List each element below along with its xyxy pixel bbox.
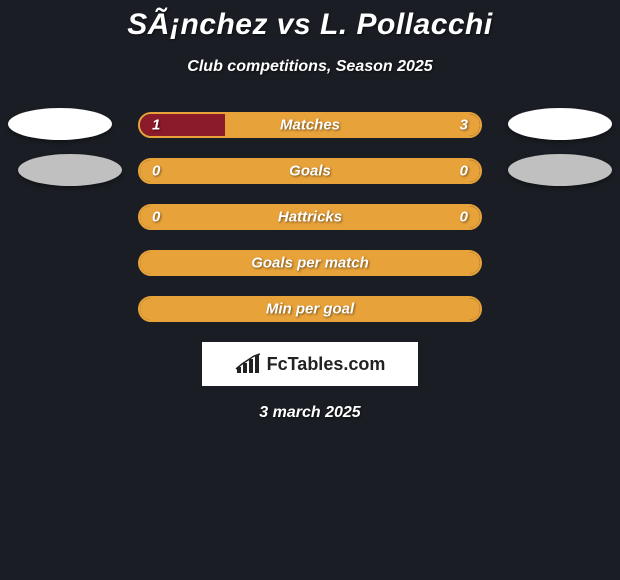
stat-name: Min per goal: [266, 301, 354, 318]
stat-row: Min per goal: [0, 296, 620, 322]
stat-row: 0 Hattricks 0: [0, 204, 620, 230]
stat-bar: 0 Hattricks 0: [138, 204, 482, 230]
stat-name: Goals: [289, 163, 331, 180]
bar-fill-player2: [225, 114, 480, 136]
fctables-logo: FcTables.com: [202, 342, 418, 386]
infographic-container: SÃ¡nchez vs L. Pollacchi Club competitio…: [0, 0, 620, 422]
stat-value-right: 3: [460, 117, 468, 134]
stat-name: Goals per match: [251, 255, 369, 272]
stat-value-right: 0: [460, 163, 468, 180]
stat-value-left: 0: [152, 163, 160, 180]
stat-value-left: 1: [152, 117, 160, 134]
stat-bar: Min per goal: [138, 296, 482, 322]
stat-name: Matches: [280, 117, 340, 134]
logo-text: FcTables.com: [267, 354, 386, 375]
stat-row: Goals per match: [0, 250, 620, 276]
stat-row: 1 Matches 3: [0, 112, 620, 138]
stat-row: 0 Goals 0: [0, 158, 620, 184]
stat-bar: Goals per match: [138, 250, 482, 276]
page-title: SÃ¡nchez vs L. Pollacchi: [0, 8, 620, 42]
date-text: 3 march 2025: [0, 404, 620, 422]
stat-name: Hattricks: [278, 209, 342, 226]
subtitle: Club competitions, Season 2025: [0, 58, 620, 76]
stat-bar: 1 Matches 3: [138, 112, 482, 138]
stat-bar: 0 Goals 0: [138, 158, 482, 184]
stat-value-left: 0: [152, 209, 160, 226]
stats-rows: 1 Matches 3 0 Goals 0 0 Hattricks 0: [0, 112, 620, 322]
stat-value-right: 0: [460, 209, 468, 226]
chart-icon: [235, 353, 261, 375]
